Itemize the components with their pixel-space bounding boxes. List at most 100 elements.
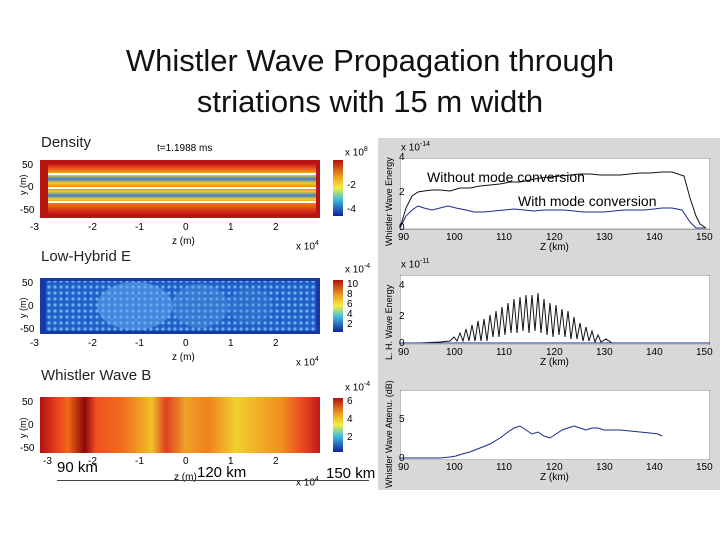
density-colorbar xyxy=(333,160,343,216)
energy-line-without xyxy=(400,171,707,229)
attenu-xtick: 100 xyxy=(446,462,463,473)
density-xlabel: z (m) xyxy=(172,236,195,247)
lh-xtick: 150 xyxy=(696,347,713,358)
lowhybrid-ytick: -50 xyxy=(20,324,35,335)
lowhybrid-xtick: -3 xyxy=(30,338,39,349)
whistler-colorbar xyxy=(333,398,343,452)
lh-chart xyxy=(400,275,710,345)
energy-xtick: 90 xyxy=(398,232,410,243)
attenu-ylabel: Whistler Wave Attenu. (dB) xyxy=(384,380,394,488)
energy-legend-without: Without mode conversion xyxy=(427,169,585,185)
energy-xlabel: Z (km) xyxy=(540,242,569,253)
lowhybrid-xtick: -2 xyxy=(88,338,97,349)
density-xtick: 0 xyxy=(183,222,189,233)
whistler-cbar-tick: 4 xyxy=(347,414,353,425)
density-cbar-tick: -4 xyxy=(347,204,356,215)
attenu-ytick: 0 xyxy=(399,453,405,464)
density-time: t=1.1988 ms xyxy=(157,143,213,154)
whistler-heatmap xyxy=(40,397,320,453)
lh-xtick: 120 xyxy=(546,347,563,358)
energy-xtick: 100 xyxy=(446,232,463,243)
slide-title: Whistler Wave Propagation through striat… xyxy=(0,40,720,122)
energy-xtick: 110 xyxy=(496,232,512,243)
whistler-label: Whistler Wave B xyxy=(41,367,152,384)
energy-xtick: 130 xyxy=(596,232,613,243)
whistler-ytick: -50 xyxy=(20,443,35,454)
energy-plot-area xyxy=(400,158,710,228)
lowhybrid-ylabel: y (m) xyxy=(18,297,28,319)
attenu-line xyxy=(400,425,663,459)
attenu-ytick: 5 xyxy=(399,414,405,425)
lowhybrid-ytick: 0 xyxy=(28,301,34,312)
lowhybrid-xtick: 2 xyxy=(273,338,279,349)
density-xtick: 2 xyxy=(273,222,279,233)
lowhybrid-xmult: x 104 xyxy=(296,356,319,369)
lowhybrid-ytick: 50 xyxy=(22,278,34,289)
whistler-ytick: 50 xyxy=(22,397,34,408)
distance-label-150: 150 km xyxy=(326,465,376,482)
distance-axis-line xyxy=(57,480,369,481)
lowhybrid-xtick: -1 xyxy=(135,338,144,349)
attenu-xtick: 90 xyxy=(398,462,410,473)
energy-ytick: 4 xyxy=(399,152,405,163)
whistler-ytick: 0 xyxy=(28,420,34,431)
lh-xtick: 110 xyxy=(496,347,512,358)
whistler-xtick: 1 xyxy=(228,456,234,467)
lh-xlabel: Z (km) xyxy=(540,357,569,368)
whistler-xtick: 2 xyxy=(273,456,279,467)
whistler-xtick: -2 xyxy=(88,456,97,467)
attenu-xtick: 140 xyxy=(646,462,663,473)
density-xmult: x 104 xyxy=(296,240,319,253)
lowhybrid-cbar-mult: x 10-4 xyxy=(345,263,371,276)
distance-label-90: 90 km xyxy=(57,459,98,476)
energy-xtick: 140 xyxy=(646,232,663,243)
whistler-xtick: 0 xyxy=(183,456,189,467)
lowhybrid-colorbar xyxy=(333,280,343,332)
density-xtick: -1 xyxy=(135,222,144,233)
lh-mult: x 10-11 xyxy=(401,258,430,271)
title-line-2: striations with 15 m width xyxy=(196,84,544,119)
density-label: Density xyxy=(41,134,92,151)
attenu-xtick: 110 xyxy=(496,462,512,473)
lh-xtick: 130 xyxy=(596,347,613,358)
lh-line xyxy=(400,292,710,344)
lowhybrid-cbar-tick: 4 xyxy=(347,309,353,320)
density-ytick: 0 xyxy=(28,182,34,193)
energy-legend-with: With mode conversion xyxy=(518,193,657,209)
title-line-1: Whistler Wave Propagation through xyxy=(125,43,615,78)
lh-ylabel: L. H. Wave Energy xyxy=(384,284,394,360)
energy-xtick: 120 xyxy=(546,232,563,243)
attenu-xtick: 150 xyxy=(696,462,713,473)
attenu-xtick: 120 xyxy=(546,462,563,473)
density-xtick: -2 xyxy=(88,222,97,233)
energy-mult: x 10-14 xyxy=(401,141,431,154)
energy-chart xyxy=(400,158,710,230)
attenu-xlabel: Z (km) xyxy=(540,472,569,483)
lowhybrid-xtick: 0 xyxy=(183,338,189,349)
lh-xtick: 140 xyxy=(646,347,663,358)
density-cbar-mult: x 108 xyxy=(345,146,368,159)
lh-ytick: 4 xyxy=(399,280,405,291)
whistler-xtick: -1 xyxy=(135,456,144,467)
lowhybrid-cbar-tick: 10 xyxy=(347,279,359,290)
density-ytick: -50 xyxy=(20,205,35,216)
lowhybrid-xlabel: z (m) xyxy=(172,352,195,363)
energy-ytick: 0 xyxy=(399,222,405,233)
lowhybrid-heatmap xyxy=(40,278,320,334)
energy-xtick: 150 xyxy=(696,232,713,243)
attenu-chart xyxy=(400,390,710,460)
density-ylabel: y (m) xyxy=(18,174,28,196)
lowhybrid-cbar-tick: 2 xyxy=(347,319,353,330)
density-ytick: 50 xyxy=(22,160,34,171)
whistler-xmult: x 104 xyxy=(296,476,319,489)
lowhybrid-xtick: 1 xyxy=(228,338,234,349)
lh-xtick: 100 xyxy=(446,347,463,358)
whistler-ylabel: y (m) xyxy=(18,417,28,439)
whistler-xtick: -3 xyxy=(43,456,52,467)
lh-ytick: 2 xyxy=(399,311,405,322)
whistler-cbar-tick: 2 xyxy=(347,432,353,443)
energy-ytick: 2 xyxy=(399,187,405,198)
lh-xtick: 90 xyxy=(398,347,410,358)
energy-ylabel: Whistler Wave Energy xyxy=(384,157,394,246)
whistler-cbar-tick: 6 xyxy=(347,396,353,407)
